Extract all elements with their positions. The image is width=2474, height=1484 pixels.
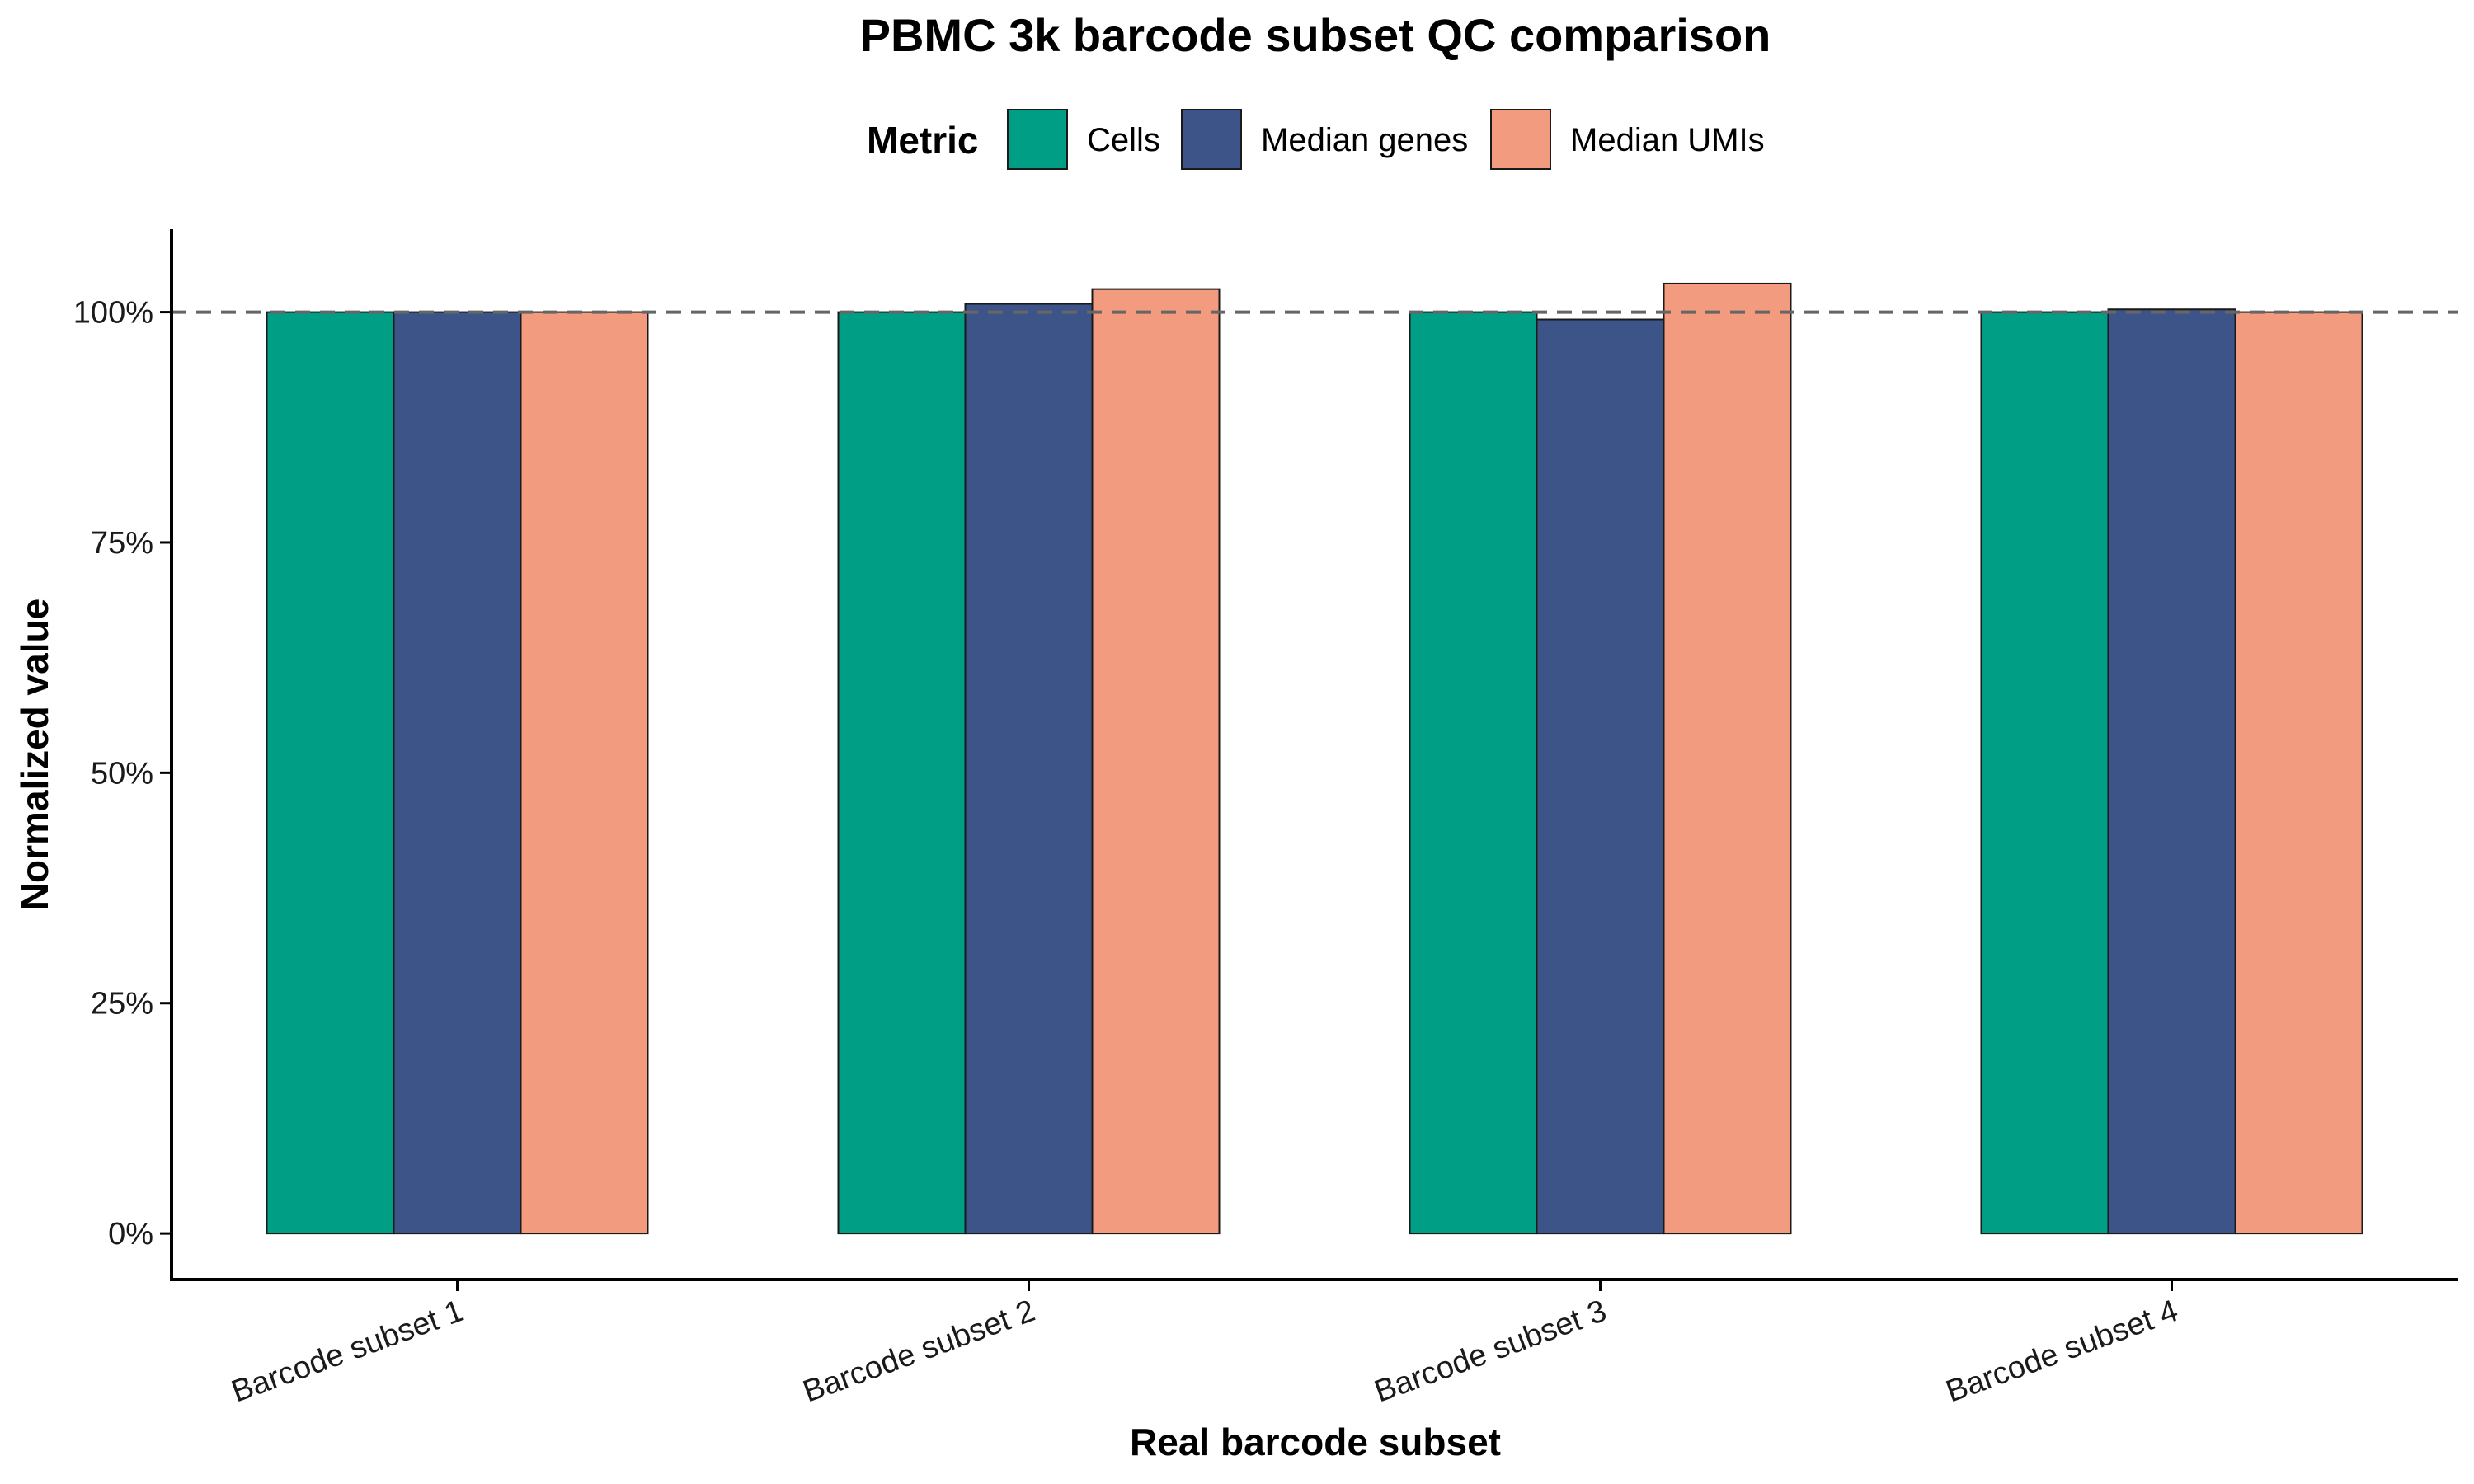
chart-title: PBMC 3k barcode subset QC comparison (860, 9, 1771, 61)
y-tick-label: 50% (91, 756, 153, 791)
legend: Metric Cells Median genes Median UMIs (867, 109, 1765, 170)
y-axis-title: Normalized value (13, 599, 56, 910)
x-tick-label: Barcode subset 2 (798, 1294, 1039, 1410)
bar-2-median-genes (964, 303, 1094, 1235)
y-tick-label: 0% (108, 1217, 153, 1252)
legend-label: Cells (1087, 122, 1160, 158)
legend-label: Median UMIs (1570, 122, 1765, 158)
x-tick-label: Barcode subset 3 (1370, 1294, 1611, 1410)
bar-3-cells (1409, 311, 1538, 1235)
legend-key-median-umis (1490, 109, 1551, 170)
x-tick-label: Barcode subset 1 (227, 1294, 468, 1410)
x-axis-title: Real barcode subset (1130, 1421, 1501, 1463)
bar-2-median-umis (1091, 288, 1221, 1235)
y-tick-label: 25% (91, 987, 153, 1021)
bar-2-cells (837, 311, 967, 1235)
legend-label: Median genes (1261, 122, 1468, 158)
legend-title: Metric (867, 119, 978, 162)
legend-key-median-genes (1181, 109, 1242, 170)
y-tick-label: 75% (91, 526, 153, 561)
bar-1-median-umis (520, 311, 649, 1235)
bar-1-cells (266, 311, 395, 1235)
plot-area: 0% 25% 50% 75% 100% Barcode subset 1 Barcode s… (73, 229, 2458, 1410)
legend-key-cells (1007, 109, 1068, 170)
bar-1-median-genes (393, 311, 522, 1235)
bar-4-median-genes (2107, 308, 2236, 1235)
bar-4-median-umis (2234, 311, 2363, 1235)
x-tick-label: Barcode subset 4 (1941, 1294, 2182, 1410)
bar-3-median-umis (1663, 282, 1792, 1235)
bar-4-cells (1980, 311, 2109, 1235)
bar-3-median-genes (1536, 318, 1665, 1235)
y-tick-label: 100% (73, 296, 153, 331)
